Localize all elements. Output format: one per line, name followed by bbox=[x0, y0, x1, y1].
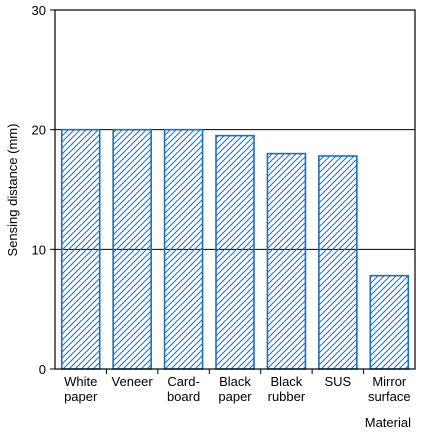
y-tick-label-3: 30 bbox=[32, 3, 46, 18]
bar-3 bbox=[215, 134, 255, 370]
bars bbox=[60, 128, 410, 370]
y-ticks: 0 10 20 30 bbox=[32, 3, 55, 377]
category-labels: White paper Veneer Card-board Black paper Blac… bbox=[64, 374, 411, 404]
bar-4 bbox=[266, 152, 307, 370]
bar-2 bbox=[163, 128, 204, 370]
category-label-3: Black paper bbox=[218, 374, 252, 404]
bar-0 bbox=[60, 128, 101, 370]
category-label-6: Mirror surface bbox=[368, 374, 411, 404]
category-label-0: White paper bbox=[64, 374, 98, 404]
y-axis-title: Sensing distance (mm) bbox=[5, 124, 20, 257]
category-label-4: Black rubber bbox=[268, 374, 306, 404]
y-tick-label-1: 10 bbox=[32, 242, 46, 257]
plot-frame bbox=[54, 9, 416, 370]
category-label-5: SUS bbox=[324, 374, 351, 389]
category-label-2: Card-board bbox=[167, 374, 200, 404]
y-tick-label-2: 20 bbox=[32, 123, 46, 138]
x-axis-title: Material bbox=[365, 415, 411, 430]
category-label-1: Veneer bbox=[112, 374, 154, 389]
bar-1 bbox=[112, 128, 152, 370]
bar-5 bbox=[318, 155, 358, 370]
x-ticks bbox=[105, 369, 365, 374]
bar-6 bbox=[369, 274, 410, 370]
y-tick-label-0: 0 bbox=[39, 362, 46, 377]
